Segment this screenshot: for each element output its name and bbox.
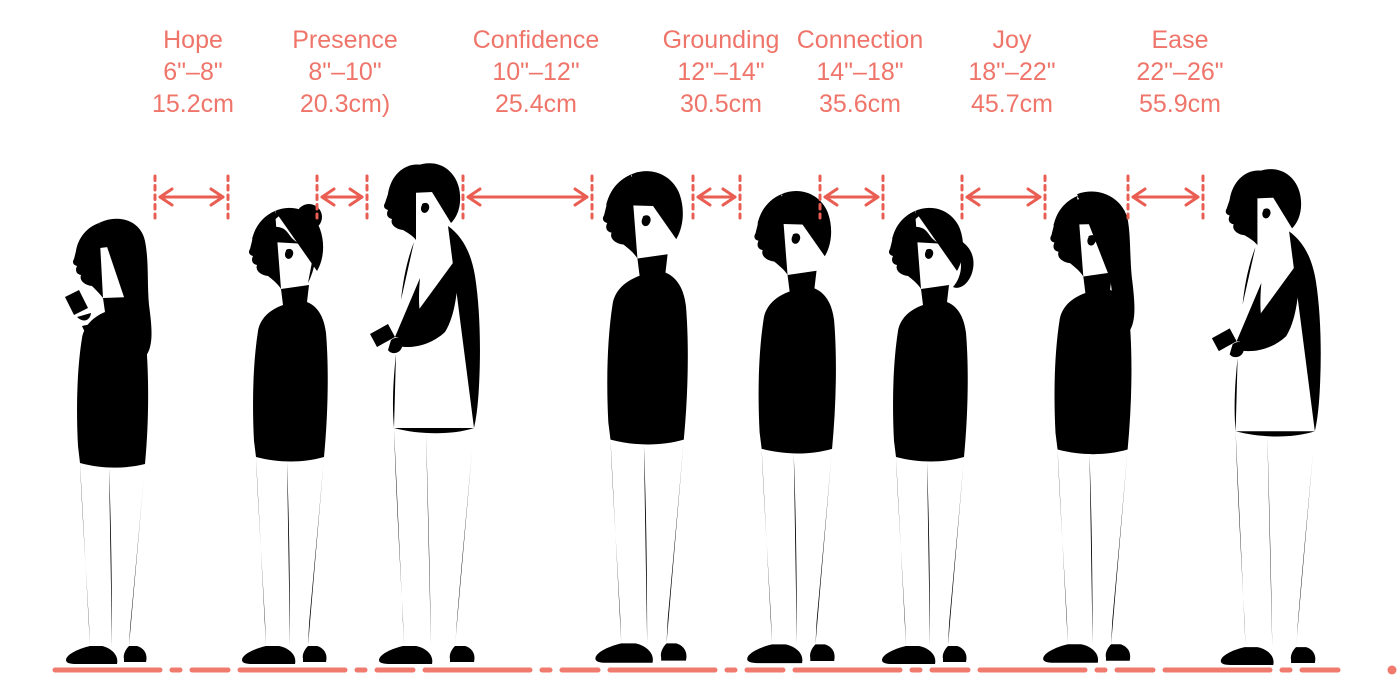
figure-woman-with-ponytail [882,207,974,664]
spacing-inches: 6"–8" [163,58,223,86]
spacing-label-connection: Connection 14"–18" 35.6cm [765,24,955,120]
spacing-cm: 20.3cm) [299,90,391,118]
spacing-name: Joy [992,26,1032,54]
arrowhead-left-icon [1131,187,1147,207]
arrowhead-right-icon [721,187,737,207]
arrowhead-right-icon [1026,187,1042,207]
arrowhead-left-icon [158,187,174,207]
figure-man-bowed-at-phone [1211,169,1321,665]
spacing-inches: 14"–18" [816,58,904,86]
distance-measure-connection [818,174,885,220]
spacing-label-grounding: Grounding 12"–14" 30.5cm [626,24,816,120]
arrowhead-left-icon [466,187,482,207]
spacing-cm: 45.7cm [971,90,1053,118]
arrowhead-right-icon [1184,187,1200,207]
figure-woman-looking-at-phone [65,218,152,664]
distance-measure-grounding [691,174,742,220]
spacing-inches: 12"–14" [677,58,765,86]
spacing-cm: 30.5cm [680,90,762,118]
arrowhead-left-icon [696,187,712,207]
spacing-name: Grounding [662,26,780,54]
arrowhead-right-icon [864,187,880,207]
figure-woman-long-hair [1043,191,1135,663]
spacing-label-joy: Joy 18"–22" 45.7cm [917,24,1107,120]
arrowhead-left-icon [965,187,981,207]
spacing-cm: 35.6cm [819,90,901,118]
arrowhead-left-icon [320,187,336,207]
spacing-label-confidence: Confidence 10"–12" 25.4cm [441,24,631,120]
figure-man-looking-at-phone [370,163,480,664]
distance-measure-presence [315,174,369,220]
spacing-cm: 55.9cm [1139,90,1221,118]
spacing-inches: 8"–10" [308,58,382,86]
arrowhead-right-icon [209,187,225,207]
spacing-label-presence: Presence 8"–10" 20.3cm) [250,24,440,120]
spacing-label-hope: Hope 6"–8" 15.2cm [98,24,288,120]
spacing-cm: 15.2cm [152,90,234,118]
spacing-name: Ease [1151,26,1209,54]
spacing-name: Hope [163,26,223,54]
spacing-inches: 10"–12" [492,58,580,86]
arrowhead-right-icon [348,187,364,207]
spacing-name: Connection [796,26,924,54]
spacing-label-ease: Ease 22"–26" 55.9cm [1085,24,1275,120]
distance-measure-ease [1126,174,1205,220]
distance-measure-hope [153,174,230,220]
arrowhead-right-icon [573,187,589,207]
spacing-name: Presence [292,26,398,54]
figure-man-standing-tshirt [595,171,688,663]
spacing-inches: 22"–26" [1136,58,1224,86]
spacing-cm: 25.4cm [495,90,577,118]
ground-end-dot [1387,665,1397,675]
arrowhead-left-icon [823,187,839,207]
spacing-inches: 18"–22" [968,58,1056,86]
distance-measure-confidence [461,174,594,220]
distance-measure-joy [960,174,1047,220]
figure-woman-with-bun [242,204,328,664]
figure-man-standing-long-sleeve [747,191,836,664]
spacing-name: Confidence [472,26,600,54]
